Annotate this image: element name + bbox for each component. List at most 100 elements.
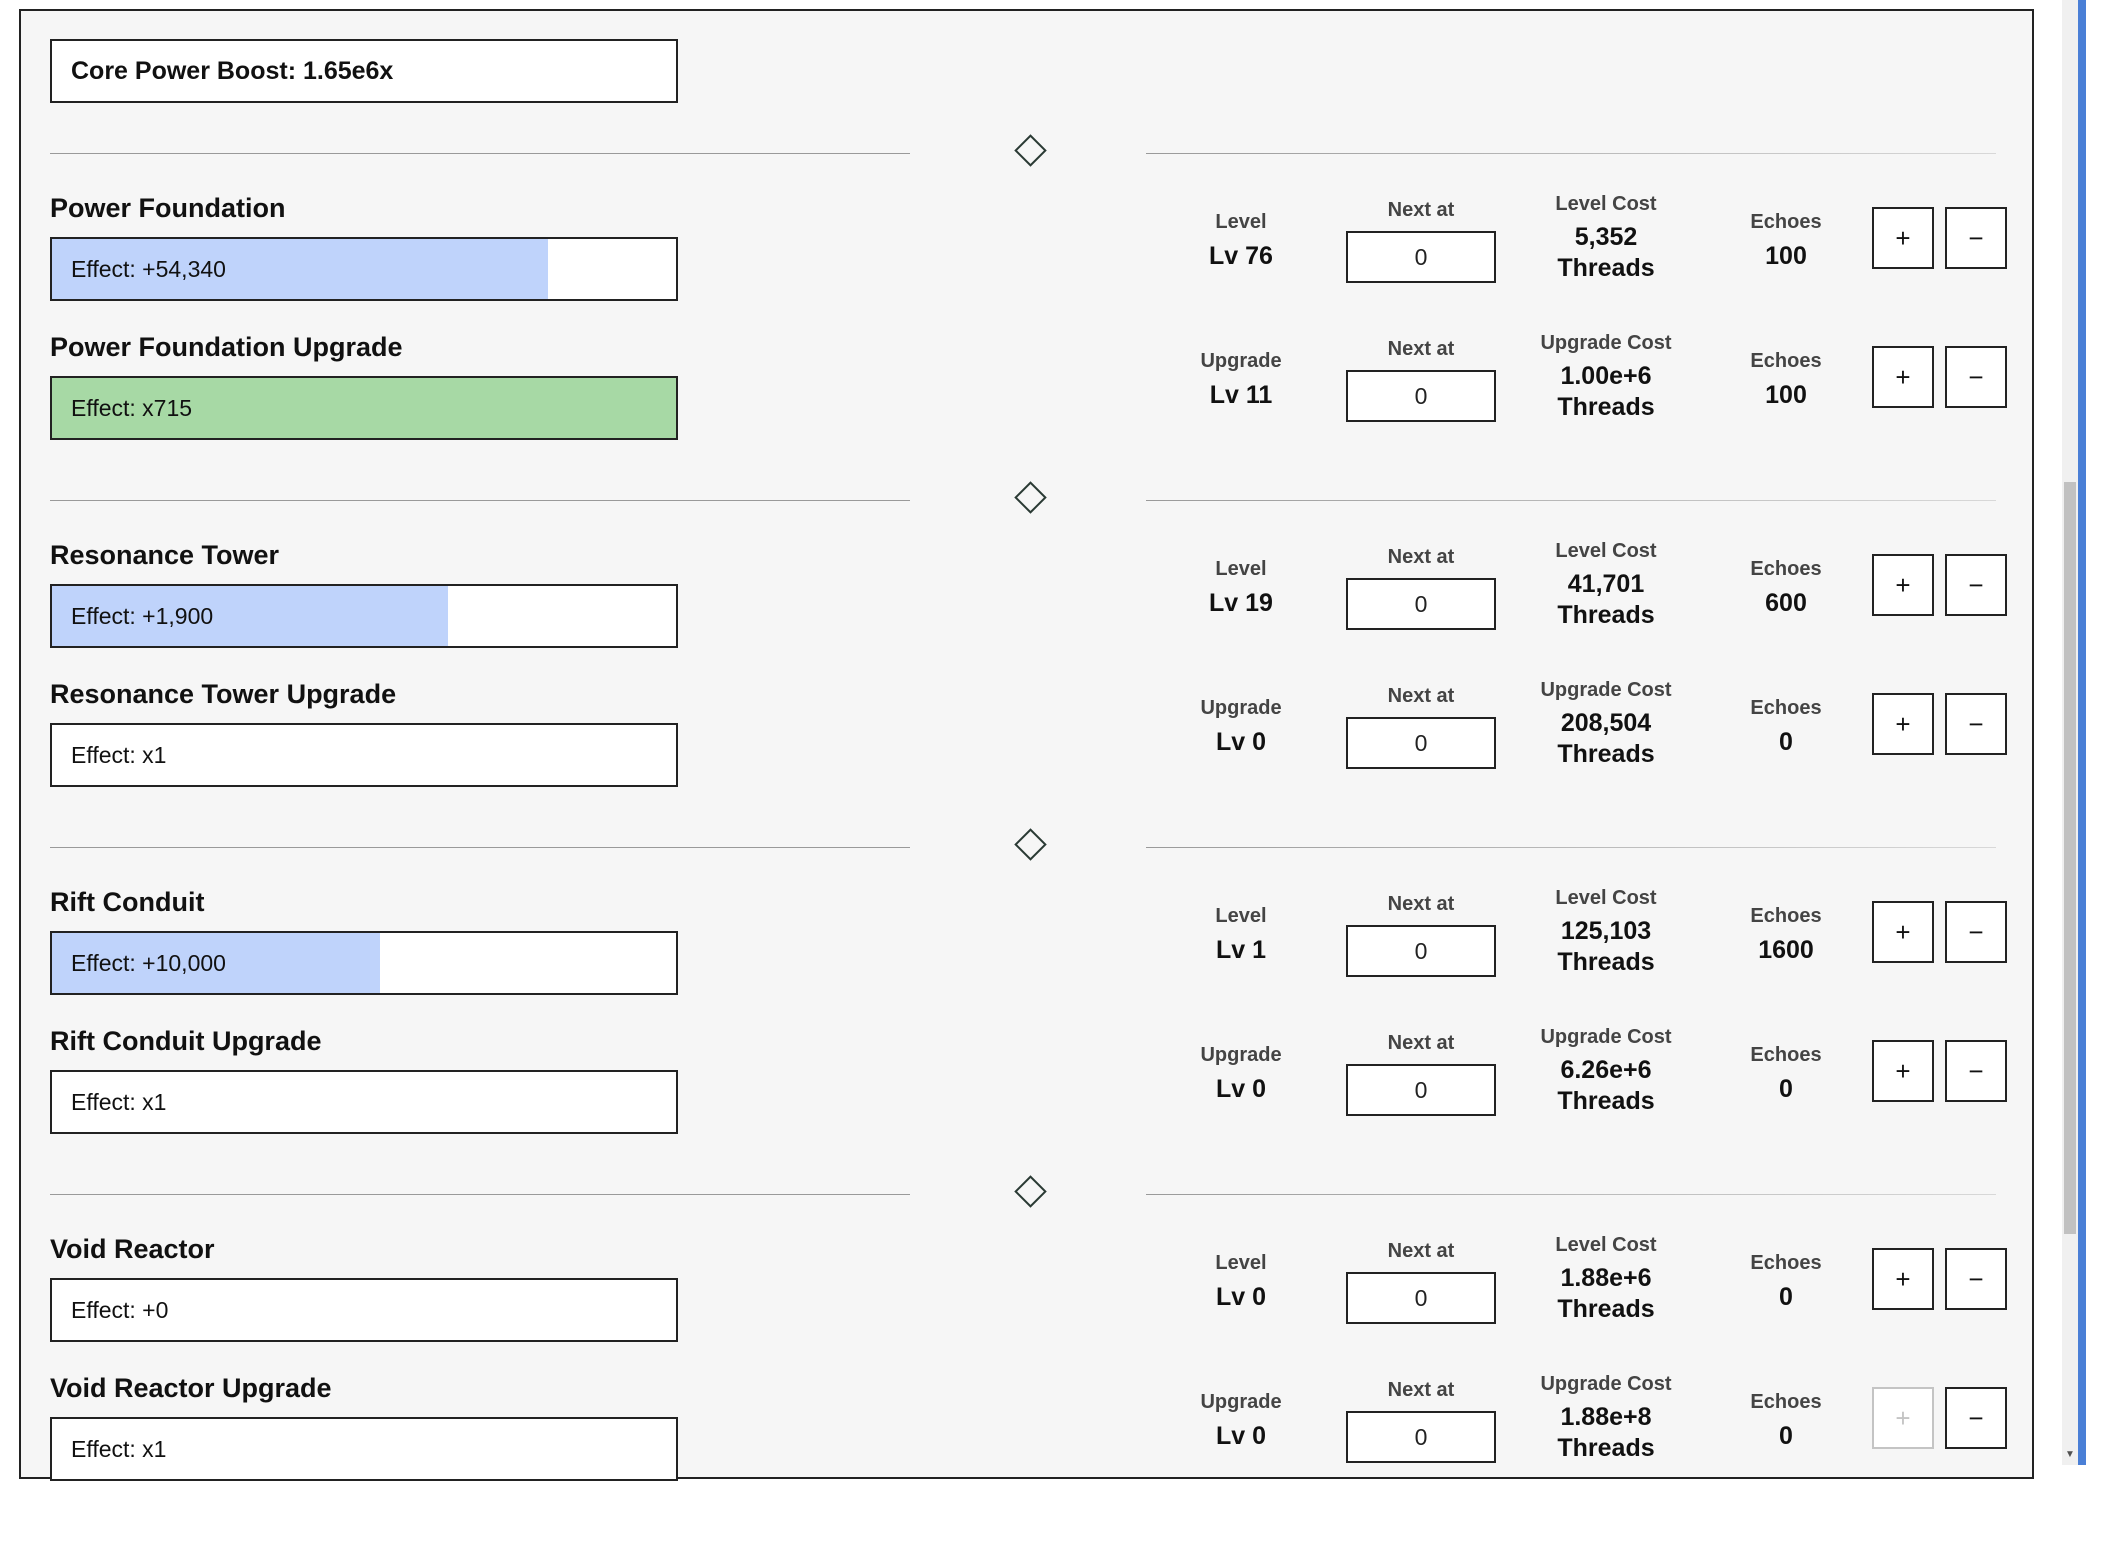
generator-upgrade-row: Void Reactor Upgrade Effect: x1 Upgrade … xyxy=(21,1373,2032,1501)
upgrade-cost-label: Upgrade Cost xyxy=(1540,332,1672,354)
cost-value: 5,352 Threads xyxy=(1511,222,1701,284)
upgrade-minus-button[interactable]: − xyxy=(1945,346,2007,408)
next-at-column: Next at xyxy=(1345,546,1497,630)
plus-button[interactable]: + xyxy=(1872,901,1934,963)
minus-button[interactable]: − xyxy=(1945,554,2007,616)
window-edge xyxy=(2078,0,2086,1465)
upgrade-cost-column: Upgrade Cost 208,504 Threads xyxy=(1511,679,1701,770)
effect-text: Effect: +10,000 xyxy=(71,949,226,976)
generator-section: Resonance Tower Effect: +1,900 Level Lv … xyxy=(21,481,2032,847)
upgrade-level-value: Lv 0 xyxy=(1215,1075,1267,1103)
upgrade-effect-bar: Effect: x1 xyxy=(50,1417,678,1481)
cost-amount: 5,352 xyxy=(1574,223,1638,251)
plus-button[interactable]: + xyxy=(1872,554,1934,616)
divider-left xyxy=(50,847,910,848)
minus-button[interactable]: − xyxy=(1945,1248,2007,1310)
effect-bar: Effect: +54,340 xyxy=(50,237,678,301)
divider-left xyxy=(50,500,910,501)
upgrade-minus-button[interactable]: − xyxy=(1945,693,2007,755)
echoes-value: 100 xyxy=(1765,242,1807,270)
echoes-label: Echoes xyxy=(1750,1044,1822,1066)
upgrade-minus-button[interactable]: − xyxy=(1945,1387,2007,1449)
generator-level-row: Power Foundation Effect: +54,340 Level L… xyxy=(21,193,2032,321)
next-at-input[interactable] xyxy=(1346,578,1496,630)
next-at-input[interactable] xyxy=(1346,925,1496,977)
upgrade-level-value: Lv 0 xyxy=(1215,1422,1267,1450)
generator-name: Resonance Tower xyxy=(50,540,280,570)
upgrade-plus-button[interactable]: + xyxy=(1872,693,1934,755)
upgrade-label: Upgrade xyxy=(1200,1391,1282,1413)
divider-right xyxy=(1146,847,1996,848)
echoes-label: Echoes xyxy=(1750,905,1822,927)
echoes-value: 0 xyxy=(1779,1283,1793,1311)
upgrade-effect-bar: Effect: x715 xyxy=(50,376,678,440)
upgrade-name: Power Foundation Upgrade xyxy=(50,332,403,362)
effect-text: Effect: +1,900 xyxy=(71,602,214,629)
echoes-label: Echoes xyxy=(1750,1391,1822,1413)
generator-level-row: Void Reactor Effect: +0 Level Lv 0 Next … xyxy=(21,1234,2032,1362)
effect-bar-fill xyxy=(52,239,549,299)
next-at-input[interactable] xyxy=(1346,1272,1496,1324)
generator-section: Void Reactor Effect: +0 Level Lv 0 Next … xyxy=(21,1175,2032,1541)
effect-text: Effect: +54,340 xyxy=(71,255,226,282)
effect-bar-fill xyxy=(52,933,380,993)
upgrade-level-column: Upgrade Lv 0 xyxy=(1176,697,1306,757)
next-at-column: Next at xyxy=(1345,1240,1497,1324)
generator-upgrade-row: Power Foundation Upgrade Effect: x715 Up… xyxy=(21,332,2032,460)
next-at-label: Next at xyxy=(1387,199,1455,221)
upgrade-next-at-input[interactable] xyxy=(1346,370,1496,422)
upgrade-plus-button[interactable]: + xyxy=(1872,1387,1934,1449)
plus-button[interactable]: + xyxy=(1872,1248,1934,1310)
upgrade-plus-button[interactable]: + xyxy=(1872,1040,1934,1102)
cost-unit: Threads xyxy=(1557,948,1655,976)
level-value: Lv 1 xyxy=(1215,936,1267,964)
echoes-column: Echoes 100 xyxy=(1716,211,1856,271)
next-at-input[interactable] xyxy=(1346,231,1496,283)
generator-upgrade-row: Rift Conduit Upgrade Effect: x1 Upgrade … xyxy=(21,1026,2032,1154)
minus-button[interactable]: − xyxy=(1945,901,2007,963)
upgrade-minus-button[interactable]: − xyxy=(1945,1040,2007,1102)
upgrade-cost-value: 208,504 Threads xyxy=(1511,708,1701,770)
upgrade-next-at-input[interactable] xyxy=(1346,717,1496,769)
divider-right xyxy=(1146,1194,1996,1195)
upgrade-cost-column: Upgrade Cost 6.26e+6 Threads xyxy=(1511,1026,1701,1117)
generator-name: Rift Conduit xyxy=(50,887,205,917)
level-label: Level xyxy=(1215,211,1267,233)
upgrade-level-column: Upgrade Lv 0 xyxy=(1176,1391,1306,1451)
effect-bar: Effect: +10,000 xyxy=(50,931,678,995)
plus-button[interactable]: + xyxy=(1872,207,1934,269)
upgrade-plus-button[interactable]: + xyxy=(1872,346,1934,408)
upgrade-effect-bar: Effect: x1 xyxy=(50,723,678,787)
upgrade-cost-value: 1.88e+8 Threads xyxy=(1511,1402,1701,1464)
echoes-value: 0 xyxy=(1779,1075,1793,1103)
upgrade-next-at-input[interactable] xyxy=(1346,1064,1496,1116)
echoes-column: Echoes 0 xyxy=(1716,1252,1856,1312)
divider-left xyxy=(50,1194,910,1195)
next-at-column: Next at xyxy=(1345,199,1497,283)
upgrade-level-value: Lv 11 xyxy=(1209,381,1273,409)
cost-unit: Threads xyxy=(1557,254,1655,282)
cost-amount: 125,103 xyxy=(1560,917,1652,945)
scroll-down-icon[interactable]: ▼ xyxy=(2065,1449,2075,1460)
minus-button[interactable]: − xyxy=(1945,207,2007,269)
cost-amount: 1.88e+6 xyxy=(1560,1264,1652,1292)
next-at-label: Next at xyxy=(1387,546,1455,568)
upgrade-effect-bar: Effect: x1 xyxy=(50,1070,678,1134)
echoes-value: 1600 xyxy=(1758,936,1814,964)
echoes-value: 100 xyxy=(1765,381,1807,409)
scrollbar-thumb[interactable] xyxy=(2064,482,2076,1234)
upgrade-next-at-column: Next at xyxy=(1345,1032,1497,1116)
upgrade-next-at-input[interactable] xyxy=(1346,1411,1496,1463)
vertical-scrollbar[interactable]: ▼ xyxy=(2062,0,2078,1465)
cost-unit: Threads xyxy=(1557,1295,1655,1323)
level-label: Level xyxy=(1215,1252,1267,1274)
echoes-label: Echoes xyxy=(1750,1252,1822,1274)
next-at-column: Next at xyxy=(1345,893,1497,977)
level-cost-column: Level Cost 125,103 Threads xyxy=(1511,887,1701,978)
upgrade-level-value: Lv 0 xyxy=(1215,728,1267,756)
cost-unit: Threads xyxy=(1557,601,1655,629)
upgrade-echoes-column: Echoes 0 xyxy=(1716,1044,1856,1104)
level-cost-label: Level Cost xyxy=(1555,1234,1657,1256)
effect-bar: Effect: +0 xyxy=(50,1278,678,1342)
echoes-label: Echoes xyxy=(1750,211,1822,233)
